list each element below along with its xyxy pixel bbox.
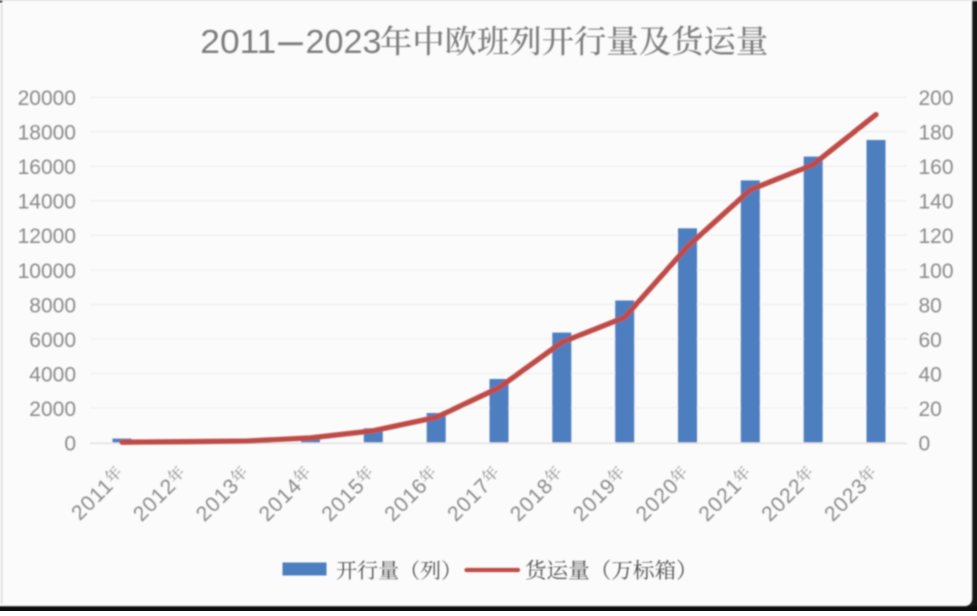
svg-text:120: 120	[919, 225, 954, 248]
svg-text:100: 100	[919, 260, 954, 283]
svg-text:80: 80	[919, 294, 942, 317]
svg-text:6000: 6000	[29, 329, 76, 352]
svg-text:40: 40	[919, 363, 942, 386]
svg-text:60: 60	[919, 329, 942, 352]
svg-text:4000: 4000	[29, 363, 76, 386]
svg-text:180: 180	[919, 122, 954, 145]
svg-text:0: 0	[64, 432, 76, 455]
svg-text:2000: 2000	[29, 398, 76, 421]
svg-text:20: 20	[919, 398, 942, 421]
svg-text:160: 160	[919, 156, 954, 179]
svg-text:10000: 10000	[18, 260, 76, 283]
svg-text:0: 0	[919, 432, 931, 455]
svg-text:2011: 2011	[200, 24, 276, 61]
svg-text:20000: 20000	[18, 87, 76, 110]
svg-text:18000: 18000	[18, 122, 76, 145]
svg-text:8000: 8000	[29, 294, 76, 317]
svg-text:12000: 12000	[18, 225, 76, 248]
svg-text:2023: 2023	[306, 24, 382, 61]
svg-text:200: 200	[919, 87, 954, 110]
svg-text:16000: 16000	[18, 156, 76, 179]
svg-text:140: 140	[919, 191, 954, 214]
svg-text:14000: 14000	[18, 191, 76, 214]
